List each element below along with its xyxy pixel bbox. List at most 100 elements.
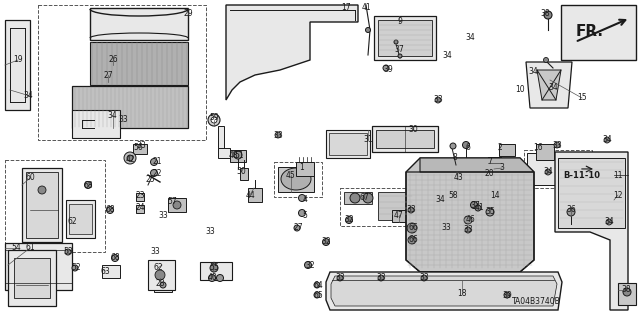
Text: 34: 34: [548, 84, 558, 93]
Circle shape: [408, 207, 414, 213]
Polygon shape: [248, 188, 262, 202]
Text: 9: 9: [397, 18, 403, 26]
Text: B-11-10: B-11-10: [563, 170, 600, 180]
Circle shape: [173, 201, 181, 209]
Text: 3: 3: [500, 164, 504, 173]
Bar: [561, 5, 636, 60]
Text: 32: 32: [305, 261, 315, 270]
Text: 21: 21: [152, 158, 162, 167]
Polygon shape: [5, 20, 30, 110]
Text: 33: 33: [463, 226, 473, 234]
Text: 58: 58: [448, 190, 458, 199]
Text: 33: 33: [433, 95, 443, 105]
Circle shape: [567, 208, 575, 216]
Text: 63: 63: [100, 266, 110, 276]
Text: 48: 48: [228, 151, 238, 160]
Text: 22: 22: [152, 168, 162, 177]
Polygon shape: [326, 272, 562, 310]
Circle shape: [210, 264, 218, 272]
Text: 17: 17: [341, 4, 351, 12]
Text: 68: 68: [105, 205, 115, 214]
Text: 34: 34: [465, 33, 475, 42]
Text: 57: 57: [167, 197, 177, 206]
Circle shape: [554, 142, 560, 148]
Text: 52: 52: [71, 263, 81, 272]
Circle shape: [543, 57, 548, 63]
Text: 37: 37: [470, 201, 480, 210]
Circle shape: [84, 182, 92, 189]
Polygon shape: [218, 148, 230, 158]
Text: 2: 2: [498, 144, 502, 152]
Polygon shape: [72, 110, 120, 138]
Polygon shape: [326, 130, 370, 158]
Text: 24: 24: [135, 203, 145, 211]
Text: 8: 8: [452, 152, 458, 161]
Text: 31: 31: [363, 136, 373, 145]
Circle shape: [160, 282, 166, 288]
Polygon shape: [200, 262, 232, 280]
Circle shape: [294, 225, 300, 231]
Circle shape: [155, 270, 165, 280]
Text: 5: 5: [303, 211, 307, 219]
Text: 32: 32: [321, 238, 331, 247]
Text: 6: 6: [465, 144, 470, 152]
Bar: [14, 258, 50, 298]
Polygon shape: [5, 243, 72, 290]
Text: 39: 39: [383, 65, 393, 75]
Circle shape: [65, 249, 71, 255]
Bar: [527, 153, 555, 185]
Text: 65: 65: [313, 291, 323, 300]
Polygon shape: [22, 168, 62, 242]
Text: 33: 33: [552, 140, 562, 150]
Circle shape: [208, 114, 220, 126]
Text: 34: 34: [442, 51, 452, 61]
Circle shape: [150, 159, 157, 166]
Text: 34: 34: [528, 68, 538, 77]
Text: 41: 41: [474, 204, 484, 212]
Circle shape: [407, 223, 417, 233]
Text: 26: 26: [108, 56, 118, 64]
Text: 68: 68: [110, 254, 120, 263]
Text: 54: 54: [11, 243, 21, 253]
Text: 28: 28: [156, 278, 164, 287]
Text: 33: 33: [136, 140, 146, 150]
Polygon shape: [406, 158, 534, 272]
Circle shape: [275, 132, 281, 138]
Bar: [524, 150, 592, 188]
Circle shape: [209, 275, 216, 281]
Circle shape: [298, 195, 305, 202]
Text: TA04B3740B: TA04B3740B: [511, 298, 561, 307]
Text: 25: 25: [145, 174, 155, 183]
Polygon shape: [8, 250, 56, 306]
Circle shape: [150, 169, 157, 176]
Polygon shape: [456, 172, 476, 190]
Text: 45: 45: [286, 170, 296, 180]
Text: 33: 33: [376, 273, 386, 283]
Text: 53: 53: [63, 248, 73, 256]
Bar: [296, 162, 314, 176]
Text: 29: 29: [183, 10, 193, 19]
Text: 33: 33: [158, 211, 168, 219]
Polygon shape: [90, 42, 188, 85]
Circle shape: [486, 208, 494, 216]
Polygon shape: [218, 126, 224, 148]
Circle shape: [38, 186, 46, 194]
Text: 62: 62: [67, 218, 77, 226]
Circle shape: [216, 275, 223, 281]
Text: 55: 55: [209, 263, 219, 272]
Circle shape: [450, 143, 456, 149]
Text: 18: 18: [457, 288, 467, 298]
Text: 39: 39: [502, 291, 512, 300]
Bar: [136, 205, 144, 213]
Text: 34: 34: [23, 92, 33, 100]
Text: 33: 33: [118, 115, 128, 124]
Circle shape: [378, 275, 384, 281]
Circle shape: [346, 217, 353, 224]
Bar: [448, 192, 466, 202]
Text: 40: 40: [208, 272, 218, 281]
Circle shape: [408, 236, 416, 244]
Circle shape: [544, 11, 552, 19]
Text: 35: 35: [485, 207, 495, 217]
Polygon shape: [90, 8, 188, 40]
Polygon shape: [240, 168, 248, 180]
